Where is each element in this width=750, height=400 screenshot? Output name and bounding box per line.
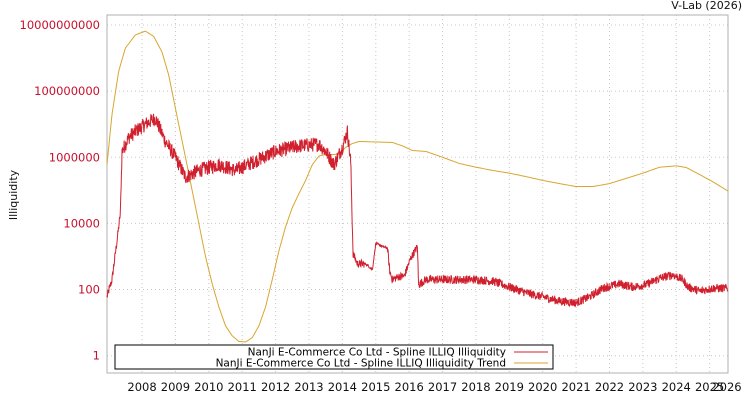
x-tick-label: 2024	[662, 380, 691, 394]
x-tick-label: 2026	[712, 380, 741, 394]
y-tick-label: 100000000	[34, 84, 100, 98]
x-tick-label: 2021	[561, 380, 590, 394]
x-tick-label: 2014	[328, 380, 357, 394]
x-tick-label: 2015	[361, 380, 390, 394]
legend-label-trend: NanJi E-Commerce Co Ltd - Spline ILLIQ I…	[216, 358, 506, 370]
y-axis-ticks: 1 100 10000 1000000 100000000 10000000000	[20, 18, 100, 363]
y-tick-label: 100	[78, 283, 100, 297]
x-tick-label: 2018	[461, 380, 490, 394]
x-tick-label: 2013	[294, 380, 323, 394]
x-tick-label: 2009	[161, 380, 190, 394]
x-tick-label: 2020	[528, 380, 557, 394]
plot-area	[106, 30, 729, 343]
x-tick-label: 2025	[695, 380, 724, 394]
y-tick-label: 10000000000	[20, 18, 100, 32]
x-tick-label: 2012	[261, 380, 290, 394]
y-tick-label: 1000000	[49, 150, 100, 164]
y-tick-label: 1	[93, 349, 100, 363]
x-tick-label: 2016	[395, 380, 424, 394]
legend-box	[114, 344, 554, 370]
legend: NanJi E-Commerce Co Ltd - Spline ILLIQ I…	[114, 344, 554, 370]
legend-label-illiquidity: NanJi E-Commerce Co Ltd - Spline ILLIQ I…	[248, 347, 506, 359]
x-tick-label: 2011	[228, 380, 257, 394]
series-illiquidity-line	[106, 113, 729, 308]
series-trend-line	[106, 30, 729, 343]
y-axis-label: Illiquidity	[7, 169, 20, 220]
y-tick-label: 10000	[63, 216, 100, 230]
x-tick-label: 2008	[127, 380, 156, 394]
x-tick-label: 2022	[595, 380, 624, 394]
source-credit: V-Lab (2026)	[671, 0, 742, 12]
x-tick-label: 2010	[194, 380, 223, 394]
plot-frame	[106, 14, 729, 374]
x-axis-ticks: 2008 2009 2010 2011 2012 2013 2014 2015 2016 2017…	[127, 380, 741, 394]
x-tick-label: 2017	[428, 380, 457, 394]
x-tick-label: 2023	[628, 380, 657, 394]
x-tick-label: 2019	[495, 380, 524, 394]
